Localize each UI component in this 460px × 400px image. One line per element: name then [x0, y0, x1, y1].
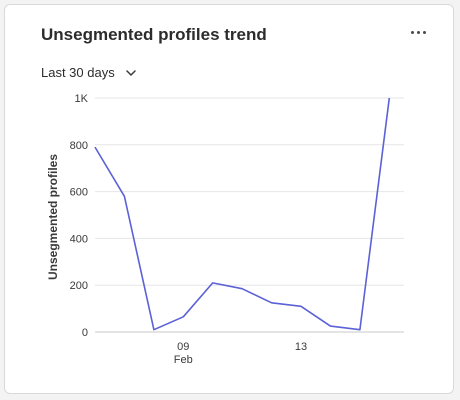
- x-tick-sublabel: Feb: [174, 354, 193, 366]
- more-options-button[interactable]: [405, 21, 431, 43]
- x-tick-label: 09: [177, 341, 189, 353]
- date-range-label: Last 30 days: [41, 65, 115, 80]
- y-tick-label: 800: [70, 140, 88, 152]
- card-title: Unsegmented profiles trend: [41, 25, 267, 44]
- y-tick-label: 600: [70, 187, 88, 199]
- chevron-down-icon: [125, 69, 136, 76]
- trend-card: Unsegmented profiles trend Last 30 days: [4, 4, 454, 394]
- y-tick-label: 200: [70, 280, 88, 292]
- y-tick-label: 400: [70, 233, 88, 245]
- y-tick-label: 1K: [75, 93, 89, 105]
- date-range-picker[interactable]: Last 30 days: [41, 65, 137, 80]
- more-horizontal-icon: [410, 30, 414, 34]
- y-axis-title: Unsegmented profiles: [46, 154, 60, 280]
- y-tick-label: 0: [82, 327, 88, 339]
- x-tick-label: 13: [295, 341, 307, 353]
- series-line: [94, 97, 391, 331]
